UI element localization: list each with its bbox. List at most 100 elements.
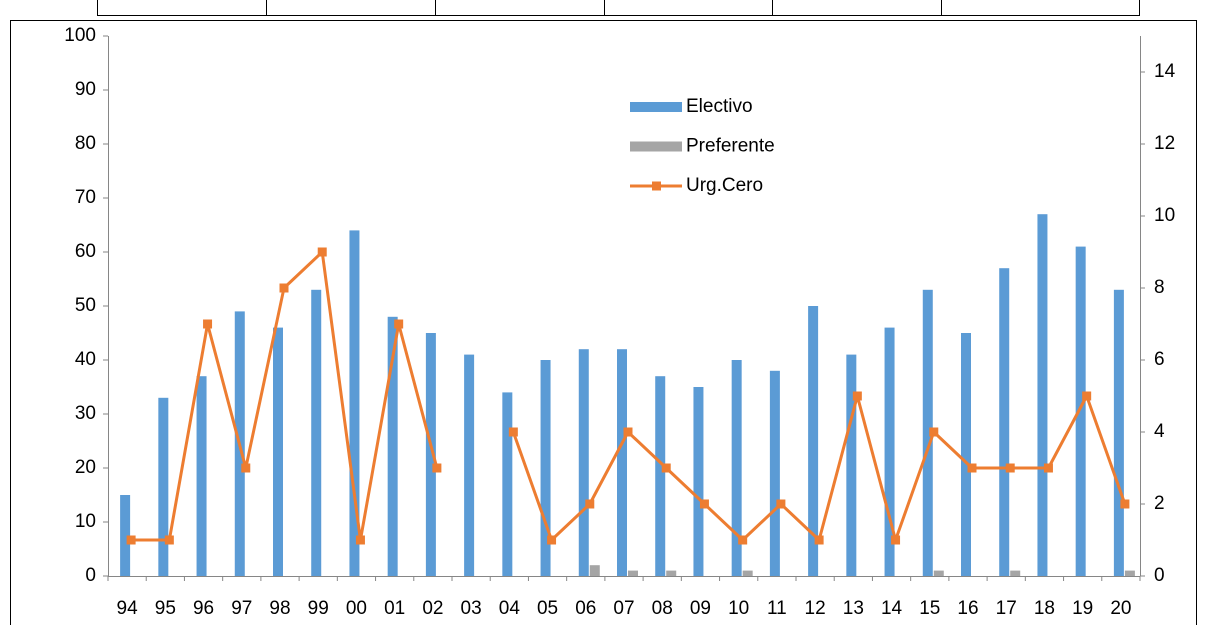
bar [464, 354, 475, 576]
bar [1075, 246, 1086, 576]
line-marker [1120, 499, 1130, 509]
legend-label: Electivo [686, 96, 753, 117]
line-marker [126, 535, 136, 545]
bar [1113, 289, 1124, 576]
line-marker [547, 535, 557, 545]
legend-swatch [652, 181, 661, 191]
y-tick-label: 10 [75, 511, 96, 532]
x-tick-label: 97 [231, 598, 252, 619]
y-tick-label: 40 [75, 349, 96, 370]
legend-swatch [630, 141, 682, 152]
bar [578, 349, 589, 576]
line-marker [1043, 463, 1053, 473]
x-tick-label: 00 [346, 598, 367, 619]
x-tick-label: 95 [155, 598, 176, 619]
x-tick-label: 05 [537, 598, 558, 619]
y-tick-label: 50 [75, 295, 96, 316]
bar [846, 354, 857, 576]
bar [961, 333, 971, 576]
y2-tick-label: 14 [1154, 61, 1176, 82]
bar [693, 387, 704, 576]
bar [120, 495, 131, 576]
line-marker [699, 499, 709, 509]
x-tick-label: 19 [1072, 598, 1093, 619]
chart-frame [10, 20, 1197, 625]
line-marker [738, 535, 748, 545]
x-tick-label: 98 [269, 598, 290, 619]
x-tick-label: 06 [575, 598, 596, 619]
line-marker [394, 319, 404, 329]
x-tick-label: 96 [193, 598, 214, 619]
y-tick-label: 20 [75, 457, 96, 478]
bar [884, 327, 895, 576]
x-tick-label: 01 [384, 598, 405, 619]
bar [273, 327, 283, 576]
x-tick-label: 18 [1034, 598, 1055, 619]
line-marker [814, 535, 824, 545]
bar [655, 376, 666, 576]
bar [349, 230, 360, 576]
y2-tick-label: 4 [1154, 421, 1165, 442]
x-tick-label: 20 [1110, 598, 1131, 619]
y2-tick-label: 2 [1154, 493, 1165, 514]
bar [742, 570, 753, 576]
bar [387, 316, 398, 576]
line-marker [852, 391, 862, 401]
bar [628, 570, 638, 576]
x-tick-label: 13 [843, 598, 864, 619]
x-tick-label: 12 [805, 598, 826, 619]
x-tick-label: 02 [422, 598, 443, 619]
line-marker [203, 319, 213, 329]
line-marker [929, 427, 939, 437]
bar [425, 333, 436, 576]
line-marker [891, 535, 901, 545]
line-marker [776, 499, 786, 509]
x-tick-label: 10 [728, 598, 749, 619]
bar [589, 565, 600, 576]
x-tick-label: 17 [996, 598, 1017, 619]
bar [933, 570, 944, 576]
line-marker [355, 535, 365, 545]
line-marker [164, 535, 174, 545]
x-tick-label: 11 [767, 598, 787, 619]
legend-label: Preferente [686, 136, 775, 157]
bar [158, 397, 169, 576]
x-tick-label: 03 [461, 598, 482, 619]
line-marker [1005, 463, 1015, 473]
bar [540, 360, 551, 576]
line-marker [661, 463, 671, 473]
bar [731, 360, 742, 576]
line-marker [1082, 391, 1092, 401]
bar [808, 306, 819, 576]
bar [311, 289, 322, 576]
bar [999, 268, 1010, 576]
bar [666, 570, 677, 576]
x-tick-label: 16 [957, 598, 978, 619]
x-tick-label: 94 [117, 598, 139, 619]
line-marker [585, 499, 595, 509]
bar [769, 370, 780, 576]
x-tick-label: 07 [613, 598, 634, 619]
y-tick-label: 80 [75, 133, 96, 154]
line-marker [317, 247, 327, 257]
line-marker [508, 427, 518, 437]
y-tick-label: 30 [75, 403, 96, 424]
line-marker [432, 463, 442, 473]
legend-swatch [630, 102, 682, 112]
y2-tick-label: 0 [1154, 565, 1165, 586]
line-marker [967, 463, 977, 473]
y2-tick-label: 10 [1154, 205, 1175, 226]
bar [617, 349, 627, 576]
x-tick-label: 14 [881, 598, 903, 619]
bar [502, 392, 513, 576]
line-marker [623, 427, 633, 437]
bar [1010, 570, 1021, 576]
legend-label: Urg.Cero [686, 175, 763, 196]
y2-tick-label: 6 [1154, 349, 1165, 370]
bar [196, 376, 207, 576]
y2-tick-label: 12 [1154, 133, 1175, 154]
bar [1124, 570, 1135, 576]
x-tick-label: 99 [308, 598, 329, 619]
x-tick-label: 04 [499, 598, 521, 619]
